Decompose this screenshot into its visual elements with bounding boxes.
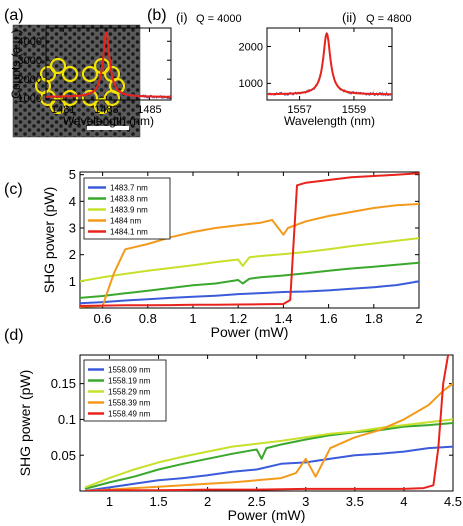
x-tick-label: 3	[302, 494, 309, 509]
chart-c: 0.6 0.8 1 1.2 1.4 1.6 1.8 2 1 2 3 4 5 Power (mW) SHG p…	[41, 167, 423, 340]
x-tick-label: 1.6	[320, 311, 338, 326]
series-line	[84, 382, 453, 491]
y-tick-label: 0.15	[51, 376, 76, 391]
plot-frame	[79, 171, 420, 309]
y-tick-label: 5	[69, 167, 76, 182]
y-tick-label: 0.1	[58, 412, 76, 427]
scale-bar	[87, 126, 129, 130]
y-tick-label: 3	[69, 221, 76, 236]
legend-entry: 1558.19 nm	[108, 376, 151, 385]
plot-area	[80, 172, 419, 308]
x-tick-label: 0.8	[139, 311, 157, 326]
x-axis-label: Power (mW)	[228, 507, 306, 523]
series-line	[84, 355, 450, 491]
y-axis-label: SHG power (pW)	[41, 187, 57, 294]
y-axis-label: Counts (a.u.)	[9, 29, 23, 98]
series-line	[84, 422, 453, 490]
x-tick-label: 1.2	[229, 311, 247, 326]
y-tick-label: 0.05	[51, 448, 76, 463]
legend-entry: 1558.49 nm	[108, 409, 151, 418]
x-tick-label: 1.8	[365, 311, 383, 326]
panel-label-b: (b)	[147, 7, 167, 24]
plot-area	[267, 31, 392, 97]
y-tick-label: 1000	[239, 78, 263, 90]
x-tick-label: 1.5	[149, 494, 167, 509]
plot-frame	[266, 27, 393, 101]
lorentzian-fit-line	[46, 31, 171, 98]
x-tick-label: 2	[415, 311, 422, 326]
legend-entry: 1558.29 nm	[108, 387, 151, 396]
x-tick-label: 1	[106, 494, 113, 509]
legend: 1558.09 nm 1558.19 nm 1558.29 nm 1558.39 nm…	[83, 359, 167, 422]
x-tick-label: 2.5	[248, 494, 266, 509]
legend-entry: 1483.7 nm	[110, 183, 148, 192]
plot-area	[84, 355, 453, 491]
series-line	[80, 280, 419, 305]
x-tick-label: 1559	[342, 104, 366, 116]
lorentzian-fit-line	[267, 32, 392, 96]
legend-entry: 1558.39 nm	[108, 398, 151, 407]
x-tick-label: 1483	[94, 104, 118, 116]
y-tick-label: 1	[69, 274, 76, 289]
legend-entry: 1483.8 nm	[110, 194, 148, 203]
x-tick-label: 1557	[287, 104, 311, 116]
y-tick-label: 1000	[18, 93, 42, 105]
legend-entry: 1558.09 nm	[108, 365, 151, 374]
x-axis-label: Wavelength (nm)	[284, 114, 375, 128]
x-tick-label: 1485	[137, 104, 161, 116]
panel-label-c: (c)	[4, 181, 23, 198]
chart-b-i: 1481 1483 1485 1000 2000 3000 4000 Wavelength (…	[9, 13, 242, 128]
chart-d: 1 1.5 2 2.5 3 3.5 4 4.5 0.05 0.1 0.15 Power (mW) SHG…	[17, 354, 462, 523]
x-tick-label: 3.5	[346, 494, 364, 509]
x-tick-label: 4.5	[444, 494, 462, 509]
quality-factor-annotation: Q = 4000	[196, 13, 242, 25]
plot-frame	[45, 27, 172, 101]
series-line	[84, 445, 453, 491]
plot-area	[46, 31, 171, 100]
x-tick-label: 2	[204, 494, 211, 509]
x-axis-label: Power (mW)	[211, 324, 289, 340]
chart-b-ii: 1557 1559 1000 2000 Wavelength (nm) Q = 4800	[239, 13, 412, 128]
legend-entry: 1484 nm	[110, 216, 141, 225]
x-tick-label: 1481	[51, 104, 75, 116]
panel-label-d: (d)	[4, 327, 24, 344]
y-tick-label: 2000	[18, 74, 42, 86]
x-tick-label: 0.6	[94, 311, 112, 326]
y-tick-label: 3000	[18, 55, 42, 67]
quality-factor-annotation: Q = 4800	[366, 13, 412, 25]
y-tick-label: 4000	[18, 36, 42, 48]
y-tick-label: 2	[69, 247, 76, 262]
x-tick-label: 1.4	[274, 311, 292, 326]
y-axis-label: SHG power (pW)	[17, 370, 33, 477]
series-line	[80, 172, 419, 307]
y-tick-label: 4	[69, 194, 76, 209]
panel-label-b-ii: (ii)	[342, 10, 356, 25]
series-line	[80, 237, 419, 283]
x-tick-label: 1	[189, 311, 196, 326]
legend: 1483.7 nm 1483.8 nm 1483.9 nm 1484 nm 1484.1…	[83, 177, 171, 240]
panel-label-a: (a)	[4, 7, 24, 24]
x-axis-label: Wavelength (nm)	[63, 114, 154, 128]
series-line	[80, 261, 419, 299]
legend-entry: 1483.9 nm	[110, 205, 148, 214]
x-tick-label: 4	[400, 494, 407, 509]
panel-label-b-i: (i)	[176, 10, 188, 25]
series-line	[84, 418, 453, 489]
legend-entry: 1484.1 nm	[110, 227, 148, 236]
y-tick-label: 2000	[239, 41, 263, 53]
series-line	[80, 203, 419, 308]
